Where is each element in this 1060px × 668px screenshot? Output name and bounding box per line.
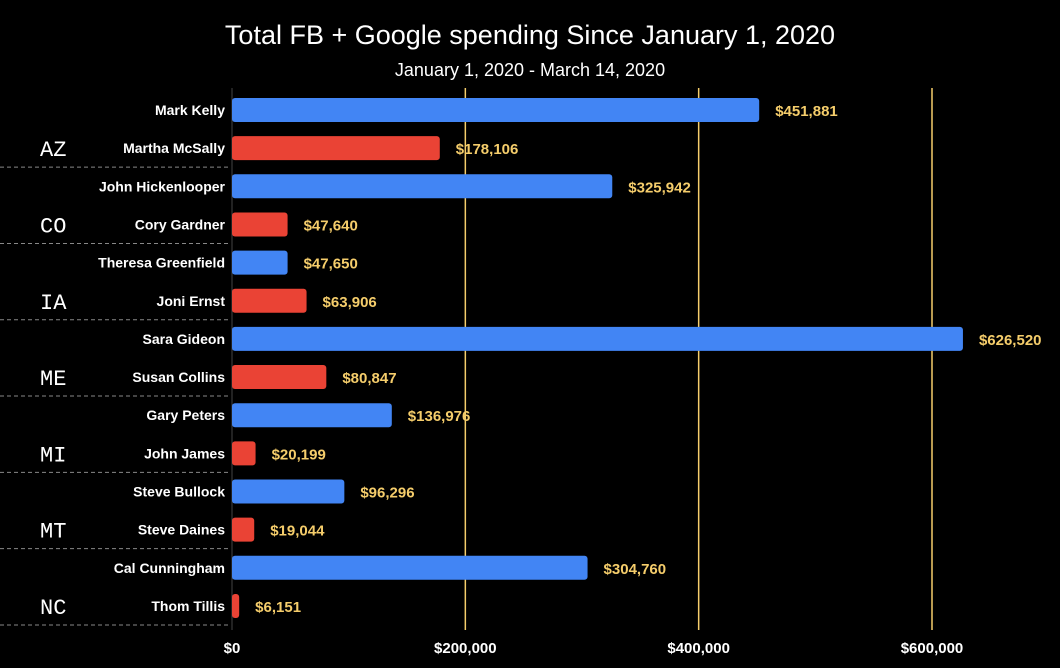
state-label: AZ (40, 138, 66, 163)
bar-category-label: Martha McSally (123, 140, 225, 156)
bar (232, 174, 613, 199)
bar (232, 517, 255, 542)
bar (232, 212, 288, 237)
bar-category-label: Theresa Greenfield (98, 255, 225, 271)
bar-category-label: John Hickenlooper (99, 178, 226, 194)
state-label: IA (40, 291, 67, 316)
bar-value-label: $325,942 (628, 179, 691, 196)
x-tick-label: $400,000 (667, 640, 730, 657)
bar-category-label: Susan Collins (132, 369, 225, 385)
bar-category-label: Thom Tillis (151, 598, 225, 614)
state-label: NC (40, 596, 66, 621)
bar-value-label: $80,847 (342, 370, 396, 387)
bar (232, 403, 392, 428)
bar-value-label: $19,044 (270, 523, 325, 540)
x-tick-label: $200,000 (434, 640, 497, 657)
bar-value-label: $451,881 (775, 103, 838, 120)
bar-value-label: $304,760 (604, 561, 667, 578)
bar (232, 250, 288, 275)
x-tick-label: $0 (224, 640, 241, 657)
bar (232, 288, 307, 313)
bar (232, 555, 588, 580)
bar-category-label: Gary Peters (146, 407, 225, 423)
state-label: CO (40, 214, 66, 239)
bar-category-label: Steve Daines (138, 522, 225, 538)
bar (232, 136, 440, 161)
bar-category-label: Mark Kelly (155, 102, 225, 118)
bar (232, 479, 345, 504)
x-tick-label: $600,000 (901, 640, 964, 657)
bar-value-label: $178,106 (456, 141, 519, 158)
bar-category-label: Cory Gardner (135, 216, 226, 232)
bar (232, 365, 327, 390)
bar-value-label: $47,650 (304, 256, 358, 273)
bar-value-label: $96,296 (360, 485, 414, 502)
bar (232, 593, 240, 618)
bar-category-label: John James (144, 445, 225, 461)
bar-value-label: $6,151 (255, 599, 301, 616)
bar-category-label: Cal Cunningham (114, 560, 225, 576)
bar-value-label: $626,520 (979, 332, 1042, 349)
bar-category-label: Joni Ernst (157, 293, 226, 309)
bar-value-label: $63,906 (323, 294, 377, 311)
bar-category-label: Sara Gideon (143, 331, 225, 347)
state-label: ME (40, 367, 66, 392)
state-label: MT (40, 520, 66, 545)
bar (232, 441, 256, 466)
bar-value-label: $47,640 (304, 217, 358, 234)
bar-value-label: $136,976 (408, 408, 471, 425)
bar (232, 98, 760, 122)
bar (232, 326, 963, 351)
state-label: MI (40, 443, 66, 468)
bar-value-label: $20,199 (272, 446, 326, 463)
chart-subtitle: January 1, 2020 - March 14, 2020 (394, 60, 666, 80)
bar-category-label: Steve Bullock (133, 484, 225, 500)
chart-title: Total FB + Google spending Since January… (224, 20, 836, 50)
